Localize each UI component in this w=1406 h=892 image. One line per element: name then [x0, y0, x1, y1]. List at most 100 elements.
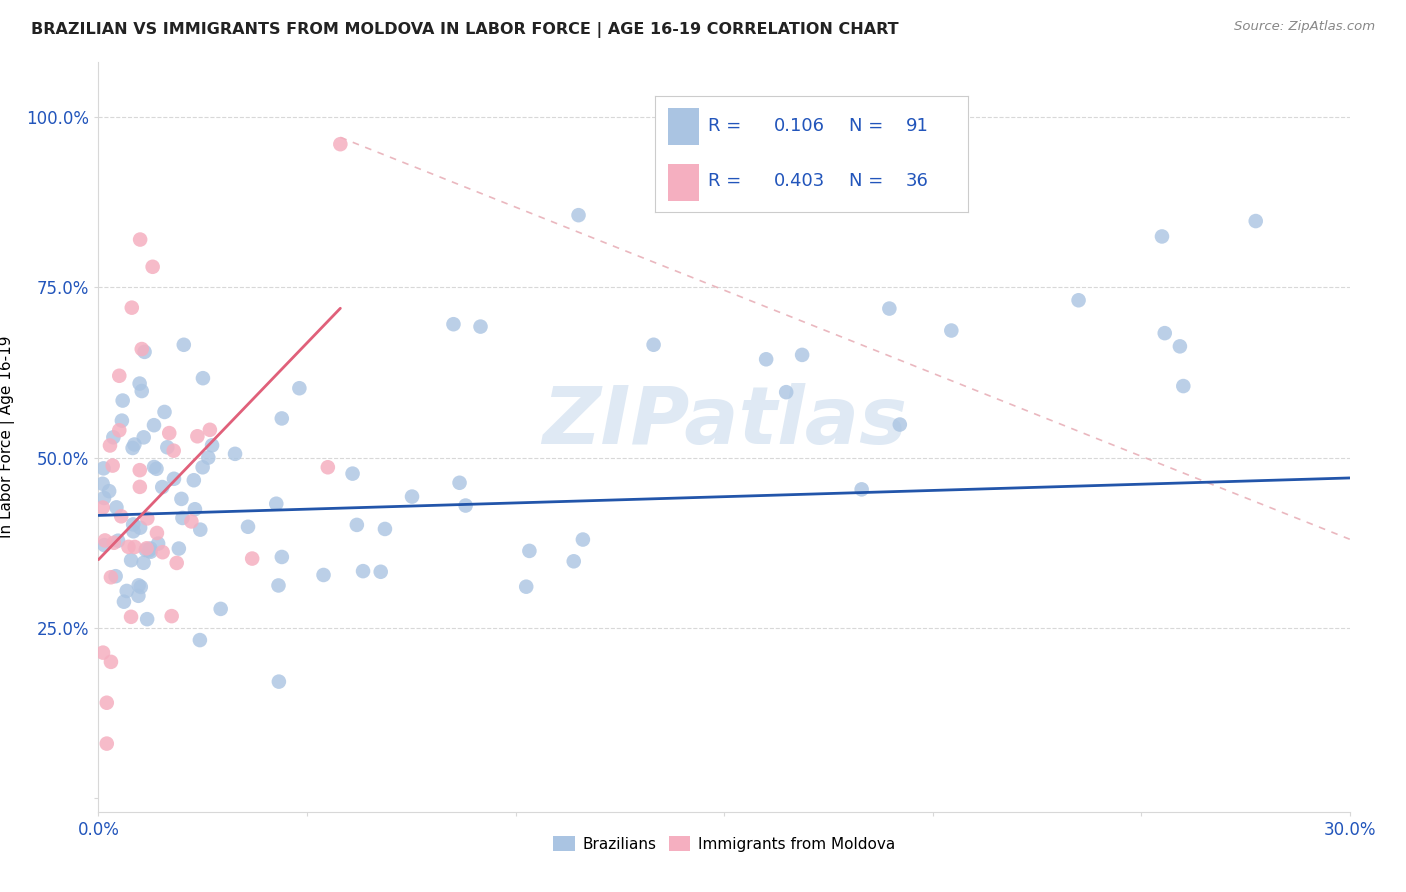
Point: [122, 517, 145, 532]
Point: [755, 352, 778, 367]
Point: [342, 467, 364, 481]
Point: [1153, 326, 1175, 340]
Point: [224, 447, 246, 461]
Point: [131, 384, 153, 398]
Point: [122, 524, 145, 539]
Point: [889, 417, 911, 432]
Point: [1150, 229, 1173, 244]
Point: [775, 385, 797, 400]
Point: [94, 533, 117, 548]
Point: [198, 423, 221, 437]
Point: [104, 569, 127, 583]
Point: [134, 344, 156, 359]
Point: [515, 580, 537, 594]
Point: [120, 610, 142, 624]
Point: [401, 490, 423, 504]
Point: [454, 499, 477, 513]
Point: [449, 475, 471, 490]
Point: [1173, 379, 1195, 393]
Point: [172, 511, 194, 525]
Point: [183, 473, 205, 487]
Point: [98, 484, 121, 499]
Point: [91, 500, 114, 515]
Point: [111, 414, 134, 428]
Point: [117, 540, 139, 554]
Point: [111, 393, 134, 408]
Point: [572, 533, 595, 547]
Text: BRAZILIAN VS IMMIGRANTS FROM MOLDOVA IN LABOR FORCE | AGE 16-19 CORRELATION CHAR: BRAZILIAN VS IMMIGRANTS FROM MOLDOVA IN …: [31, 22, 898, 38]
Point: [157, 426, 180, 441]
Point: [209, 602, 232, 616]
Point: [128, 463, 150, 477]
Point: [100, 655, 122, 669]
Point: [93, 461, 115, 475]
Point: [146, 526, 169, 541]
Point: [443, 317, 465, 331]
Point: [267, 674, 290, 689]
Point: [146, 536, 169, 550]
Point: [136, 612, 159, 626]
Point: [100, 570, 122, 584]
Point: [170, 491, 193, 506]
Point: [135, 543, 157, 558]
Point: [128, 480, 150, 494]
Point: [103, 430, 125, 444]
Point: [91, 646, 114, 660]
Point: [124, 437, 146, 451]
Point: [352, 564, 374, 578]
Point: [145, 462, 167, 476]
Point: [129, 521, 152, 535]
Point: [112, 595, 135, 609]
Point: [120, 553, 142, 567]
Point: [108, 423, 131, 437]
Point: [107, 533, 129, 548]
Point: [135, 541, 157, 556]
Point: [131, 342, 153, 356]
Point: [191, 371, 214, 385]
Point: [270, 549, 292, 564]
Point: [173, 338, 195, 352]
Point: [132, 556, 155, 570]
Point: [128, 578, 150, 592]
Point: [370, 565, 392, 579]
Point: [180, 515, 202, 529]
Point: [236, 520, 259, 534]
Point: [186, 429, 208, 443]
Point: [374, 522, 396, 536]
Point: [93, 491, 115, 505]
Point: [93, 538, 115, 552]
Point: [98, 438, 121, 452]
Point: [266, 497, 288, 511]
Point: [567, 208, 589, 222]
Point: [562, 554, 585, 568]
Point: [163, 472, 186, 486]
Point: [142, 260, 165, 274]
Point: [188, 523, 211, 537]
Point: [124, 540, 146, 554]
Point: [316, 460, 339, 475]
Point: [470, 319, 492, 334]
Point: [329, 137, 352, 152]
Point: [191, 460, 214, 475]
Point: [879, 301, 901, 316]
Point: [201, 438, 224, 452]
Point: [129, 233, 152, 247]
Point: [312, 568, 335, 582]
Point: [105, 500, 128, 515]
Point: [790, 348, 813, 362]
Point: [267, 578, 290, 592]
Point: [288, 381, 311, 395]
Point: [138, 543, 160, 558]
Point: [188, 633, 211, 648]
Point: [103, 535, 125, 549]
Point: [851, 483, 873, 497]
Point: [167, 541, 190, 556]
Point: [101, 458, 124, 473]
Point: [132, 430, 155, 444]
Point: [136, 511, 159, 525]
Point: [121, 441, 143, 455]
Point: [129, 580, 152, 594]
Point: [139, 545, 162, 559]
Y-axis label: In Labor Force | Age 16-19: In Labor Force | Age 16-19: [0, 335, 15, 539]
Point: [96, 737, 118, 751]
